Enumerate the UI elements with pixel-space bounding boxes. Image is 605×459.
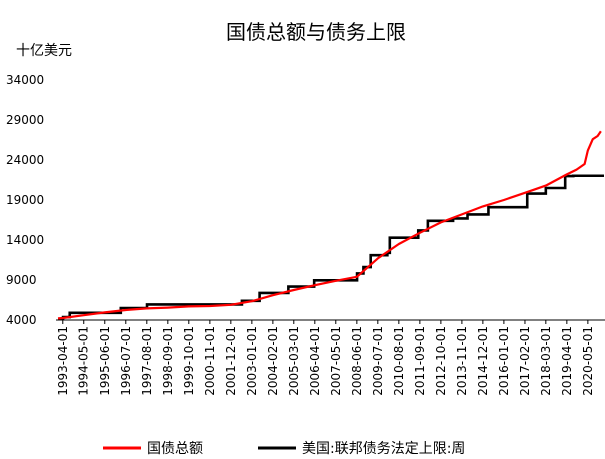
x-tick-label: 2004-02-01 [266,326,280,396]
x-tick-label: 2020-05-01 [581,326,595,396]
x-tick-label: 1993-04-01 [56,326,70,396]
x-tick-label: 2016-01-01 [497,326,511,396]
x-tick-label: 2009-07-01 [371,326,385,396]
series-layer [57,130,604,321]
x-tick-label: 1997-08-01 [140,326,154,396]
y-tick-label: 29000 [6,113,44,127]
chart-title: 国债总额与债务上限 [226,20,406,44]
x-tick-label: 1995-06-01 [98,326,112,396]
x-tick-label: 2005-03-01 [287,326,301,396]
series-line-debt [57,130,602,320]
legend-label-debt: 国债总额 [147,441,203,457]
y-axis-unit-label: 十亿美元 [16,43,72,59]
y-axis-ticks: 4000 9000 14000 19000 24000 29000 34000 [6,73,44,327]
y-tick-label: 24000 [6,153,44,167]
series-line-ceiling [58,174,604,321]
y-tick-label: 19000 [6,193,44,207]
x-tick-label: 2013-11-01 [455,326,469,396]
y-tick-label: 4000 [6,313,37,327]
x-tick-label: 1999-10-01 [182,326,196,396]
x-tick-label: 2019-04-01 [560,326,574,396]
x-tick-label: 2010-08-01 [392,326,406,396]
y-tick-label: 34000 [6,73,44,87]
x-tick-label: 2008-06-01 [350,326,364,396]
x-tick-label: 2000-11-01 [203,326,217,396]
legend: 国债总额 美国:联邦债务法定上限:周 [103,441,465,457]
legend-label-ceiling: 美国:联邦债务法定上限:周 [302,441,465,457]
y-tick-label: 14000 [6,233,44,247]
x-tick-label: 2018-03-01 [539,326,553,396]
x-tick-label: 2006-04-01 [308,326,322,396]
x-axis-ticks: 1993-04-01 1994-05-01 1995-06-01 1996-07-01… [56,320,595,396]
x-tick-label: 1998-09-01 [161,326,175,396]
x-tick-label: 2014-12-01 [476,326,490,396]
x-tick-label: 2011-09-01 [413,326,427,396]
plot-area: 1993-04-01 1994-05-01 1995-06-01 1996-07-01… [6,73,605,396]
x-tick-label: 2003-01-01 [245,326,259,396]
x-tick-label: 1994-05-01 [77,326,91,396]
x-tick-label: 2001-12-01 [224,326,238,396]
y-tick-label: 9000 [6,273,37,287]
x-tick-label: 2012-10-01 [434,326,448,396]
x-tick-label: 1996-07-01 [119,326,133,396]
x-tick-label: 2007-05-01 [329,326,343,396]
x-tick-label: 2017-02-01 [518,326,532,396]
